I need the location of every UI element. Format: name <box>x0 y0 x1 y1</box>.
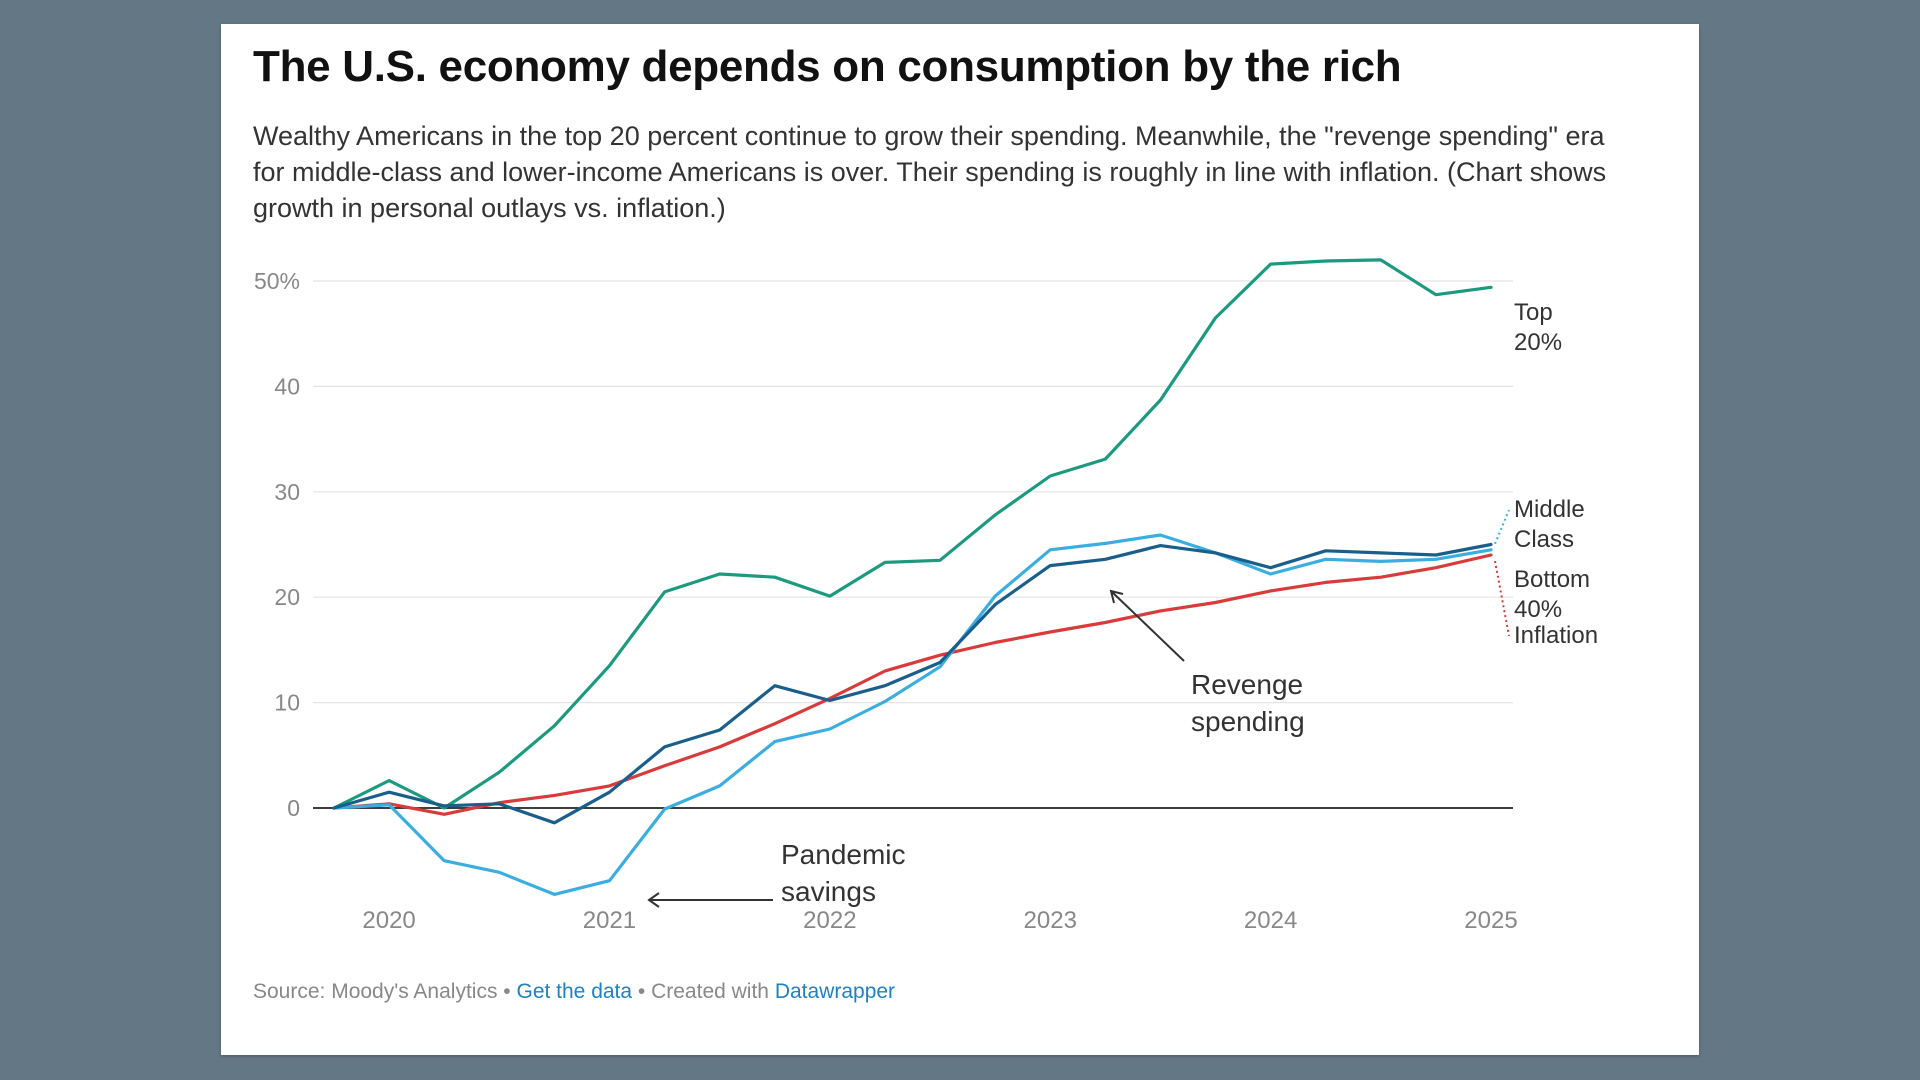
series-line-bottom-40 <box>332 542 1493 825</box>
series-label-bottom-40: Bottom 40% <box>1514 566 1590 623</box>
x-tick-label: 2021 <box>583 907 636 934</box>
line-chart: 0 10 20 30 40 50% 2020 2021 2022 2023 2024 2025 To… <box>254 258 1598 934</box>
y-tick-label: 20 <box>274 584 300 610</box>
annotations: Pandemic savings Revenge spending <box>647 589 1305 908</box>
annotation-pandemic-savings: Pandemic savings <box>781 839 906 907</box>
y-axis-ticks: 0 10 20 30 40 50% <box>254 268 300 821</box>
chart-card: The U.S. economy depends on consumption … <box>221 24 1699 1055</box>
y-tick-label: 10 <box>274 690 300 716</box>
series-line-top-20 <box>332 258 1493 810</box>
series-label-top-20: Top 20% <box>1514 299 1562 356</box>
annotation-arrowhead-revenge <box>1109 589 1124 604</box>
source-note: Source: Moody's Analytics <box>253 980 498 1003</box>
annotation-arrowhead-pandemic <box>647 892 660 908</box>
inflation-label-connector <box>1494 560 1510 637</box>
x-axis-ticks: 2020 2021 2022 2023 2024 2025 <box>362 907 1517 934</box>
y-tick-label: 40 <box>274 373 300 399</box>
footer-separator: • <box>497 980 517 1003</box>
get-the-data-link[interactable]: Get the data <box>516 980 633 1003</box>
series-label-inflation: Inflation <box>1514 622 1598 649</box>
x-tick-label: 2022 <box>803 907 856 934</box>
chart-title: The U.S. economy depends on consumption … <box>253 42 1402 91</box>
series-lines <box>332 258 1493 897</box>
series-line-middle-class <box>332 533 1493 897</box>
datawrapper-link[interactable]: Datawrapper <box>774 980 896 1003</box>
gridlines <box>313 280 1513 809</box>
series-line-inflation <box>332 553 1493 816</box>
chart-subtitle: Wealthy Americans in the top 20 percent … <box>253 121 1607 223</box>
footer-created-with: • Created with <box>632 980 775 1003</box>
x-tick-label: 2023 <box>1024 907 1077 934</box>
annotation-arrow-revenge <box>1110 590 1185 662</box>
x-tick-label: 2024 <box>1244 907 1297 934</box>
x-tick-label: 2020 <box>362 907 415 934</box>
y-tick-label: 0 <box>287 795 300 821</box>
series-label-middle-class: Middle Class <box>1514 496 1585 553</box>
annotation-revenge-spending: Revenge spending <box>1191 669 1305 737</box>
chart-footer: Source: Moody's Analytics • Get the data… <box>253 980 895 1004</box>
series-labels: Top 20% Middle Class Bottom 40%Inflation <box>1494 299 1598 649</box>
middle-class-label-connector <box>1494 509 1510 545</box>
y-tick-label: 30 <box>274 479 300 505</box>
y-tick-label: 50% <box>254 268 300 294</box>
x-tick-label: 2025 <box>1464 907 1517 934</box>
